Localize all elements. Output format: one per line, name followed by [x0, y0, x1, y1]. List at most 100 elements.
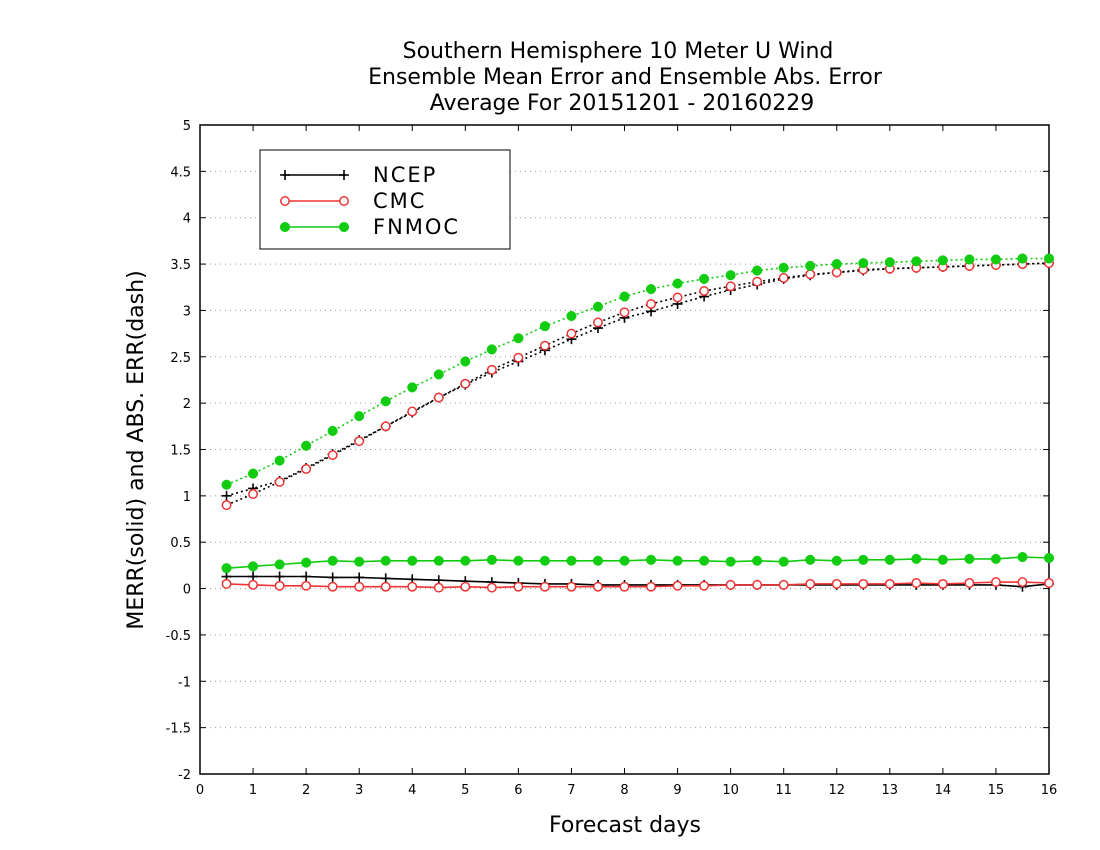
cmc-abs-err-point [486, 364, 497, 375]
cmc-merr-point [593, 581, 603, 592]
ncep-merr-point [248, 571, 259, 582]
fnmoc-merr-point [884, 554, 895, 565]
cmc-abs-err-point [566, 328, 577, 339]
ncep-merr-point [301, 571, 312, 582]
x-tick-label: 14 [935, 783, 952, 798]
cmc-merr-point [805, 578, 816, 589]
y-tick-label: 4.5 [170, 165, 191, 180]
cmc-merr-point [699, 580, 710, 591]
x-tick-label: 7 [567, 783, 575, 798]
fnmoc-merr-point [805, 554, 816, 565]
fnmoc-abs-err-point [778, 262, 789, 273]
fnmoc-abs-err-point [699, 273, 710, 284]
cmc-merr-point [831, 578, 842, 589]
fnmoc-abs-err-point [1017, 253, 1028, 264]
y-tick-label: 0 [183, 583, 191, 598]
fnmoc-merr-point [327, 555, 338, 566]
cmc-abs-err-point [380, 421, 391, 432]
cmc-abs-err-point [274, 477, 285, 487]
cmc-abs-err-point [407, 406, 418, 417]
cmc-merr-point [778, 579, 789, 590]
cmc-abs-err-point [301, 464, 312, 474]
cmc-abs-err-point [354, 436, 365, 447]
fnmoc-abs-err-point [805, 260, 816, 271]
x-tick-label: 12 [828, 783, 845, 798]
cmc-merr-point [327, 581, 338, 592]
cmc-abs-err-point [327, 450, 338, 461]
cmc-merr-point [752, 579, 763, 590]
fnmoc-merr-point [990, 553, 1001, 564]
fnmoc-abs-err-line [226, 257, 1049, 486]
fnmoc-merr-point [407, 555, 418, 566]
fnmoc-abs-err-point [831, 259, 842, 270]
title-line-2: Ensemble Mean Error and Ensemble Abs. Er… [368, 65, 883, 90]
cmc-merr-point [1017, 577, 1028, 588]
legend-ncep-marker [280, 170, 290, 180]
legend-box [259, 149, 511, 250]
fnmoc-merr-point [937, 554, 948, 565]
y-tick-label: 2.5 [170, 351, 191, 366]
fnmoc-merr-point [221, 563, 232, 574]
cmc-merr-point [884, 578, 895, 589]
fnmoc-abs-err-point [407, 382, 418, 393]
fnmoc-abs-err-point [380, 396, 391, 407]
x-tick-label: 8 [620, 783, 628, 798]
fnmoc-merr-line [226, 556, 1050, 569]
gridlines [200, 170, 1049, 729]
y-tick-label: 4 [183, 212, 191, 227]
ncep-merr-point [327, 572, 338, 583]
ncep-merr-point [380, 573, 391, 584]
cmc-merr-point [221, 578, 232, 589]
title-line-3: Average For 20151201 - 20160229 [430, 91, 815, 116]
cmc-merr-point [407, 581, 418, 592]
cmc-abs-err-point [221, 500, 232, 511]
cmc-abs-err-point [248, 489, 259, 499]
cmc-abs-err-point [593, 317, 603, 328]
cmc-merr-point [566, 581, 577, 592]
fnmoc-abs-err-point [964, 254, 975, 265]
x-tick-label: 9 [673, 783, 681, 798]
fnmoc-abs-err-point [725, 270, 736, 281]
cmc-abs-err-point [672, 292, 683, 303]
cmc-abs-err-point [619, 307, 630, 318]
fnmoc-merr-point [301, 557, 312, 568]
cmc-merr-point [619, 581, 630, 592]
fnmoc-merr-point [911, 553, 922, 564]
x-tick-label: 15 [988, 783, 1005, 798]
fnmoc-abs-err-point [539, 321, 550, 332]
y-tick-label: 1.5 [170, 444, 191, 459]
cmc-merr-point [248, 579, 259, 590]
cmc-abs-err-point [725, 281, 736, 292]
fnmoc-merr-point [725, 556, 736, 567]
fnmoc-merr-point [274, 559, 285, 570]
x-tick-label: 2 [302, 783, 310, 798]
cmc-merr-point [354, 581, 365, 592]
fnmoc-abs-err-point [433, 369, 444, 380]
cmc-abs-err-point [646, 298, 656, 309]
fnmoc-abs-err-point [592, 301, 604, 312]
fnmoc-abs-err-point [858, 258, 869, 269]
legend-ncep-marker [339, 170, 349, 180]
fnmoc-merr-point [513, 555, 524, 566]
cmc-merr-point [858, 578, 869, 589]
fnmoc-abs-err-point [566, 310, 577, 322]
cmc-merr-point [460, 581, 471, 592]
series-layer [221, 253, 1055, 593]
fnmoc-abs-err-point [460, 356, 471, 367]
ncep-merr-point [274, 571, 285, 582]
fnmoc-abs-err-point [327, 425, 338, 437]
x-tick-label: 1 [249, 783, 257, 798]
cmc-merr-point [964, 578, 975, 588]
fnmoc-abs-err-point [513, 333, 524, 344]
y-tick-label: 2 [183, 397, 191, 412]
fnmoc-abs-err-point [911, 256, 922, 267]
cmc-merr-point [672, 580, 683, 591]
cmc-merr-point [911, 578, 922, 588]
x-tick-label: 10 [722, 783, 739, 798]
legend-cmc-marker [280, 196, 290, 206]
y-tick-label: -2 [178, 768, 191, 783]
fnmoc-merr-point [1017, 551, 1028, 563]
